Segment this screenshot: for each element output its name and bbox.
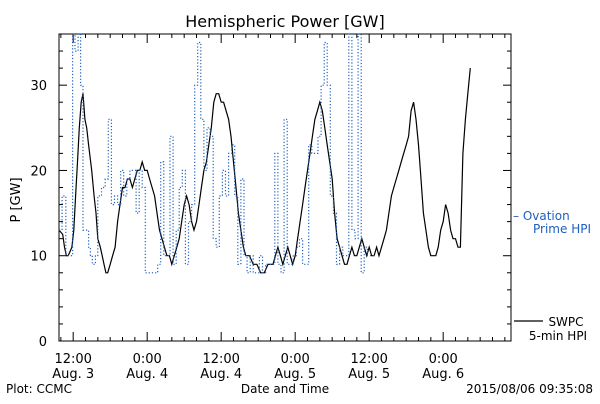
y-axis-label: P [GW] [9,177,24,222]
x-tick-label-date: Aug. 5 [274,367,316,382]
legend-label-ovation-line2: Prime HPI [533,222,591,236]
y-tick-label: 0 [39,335,47,350]
x-tick-label-time: 0:00 [281,352,310,367]
x-tick-label-time: 12:00 [54,352,91,367]
x-tick-label-time: 12:00 [350,352,387,367]
chart-title: Hemispheric Power [GW] [185,12,384,31]
legend-label-swpc-line2: 5-min HPI [529,329,587,343]
y-tick-label: 10 [30,250,47,265]
y-axis: 0 10 20 30 [30,50,511,350]
y-tick-label: 30 [30,79,47,94]
x-tick-label-date: Aug. 3 [52,367,94,382]
x-axis-label: Date and Time [241,382,329,396]
series-layer [58,33,471,274]
x-tick-label-date: Aug. 5 [348,367,390,382]
x-tick-label-time: 0:00 [133,352,162,367]
x-tick-label-time: 0:00 [429,352,458,367]
x-tick-label-date: Aug. 4 [200,367,242,382]
y-tick-label: 20 [30,164,47,179]
legend-label-ovation-line1: – Ovation [513,209,570,223]
series-line-ovation-prime [59,33,376,274]
plot-timestamp: 2015/08/06 09:35:08 [466,382,593,396]
x-tick-label-date: Aug. 6 [422,367,464,382]
plot-credit: Plot: CCMC [6,382,72,396]
x-tick-label-date: Aug. 4 [126,367,168,382]
x-tick-label-time: 12:00 [202,352,239,367]
series-line-swpc-hpi [58,68,471,274]
legend-label-swpc-line1: SWPC [548,315,583,329]
